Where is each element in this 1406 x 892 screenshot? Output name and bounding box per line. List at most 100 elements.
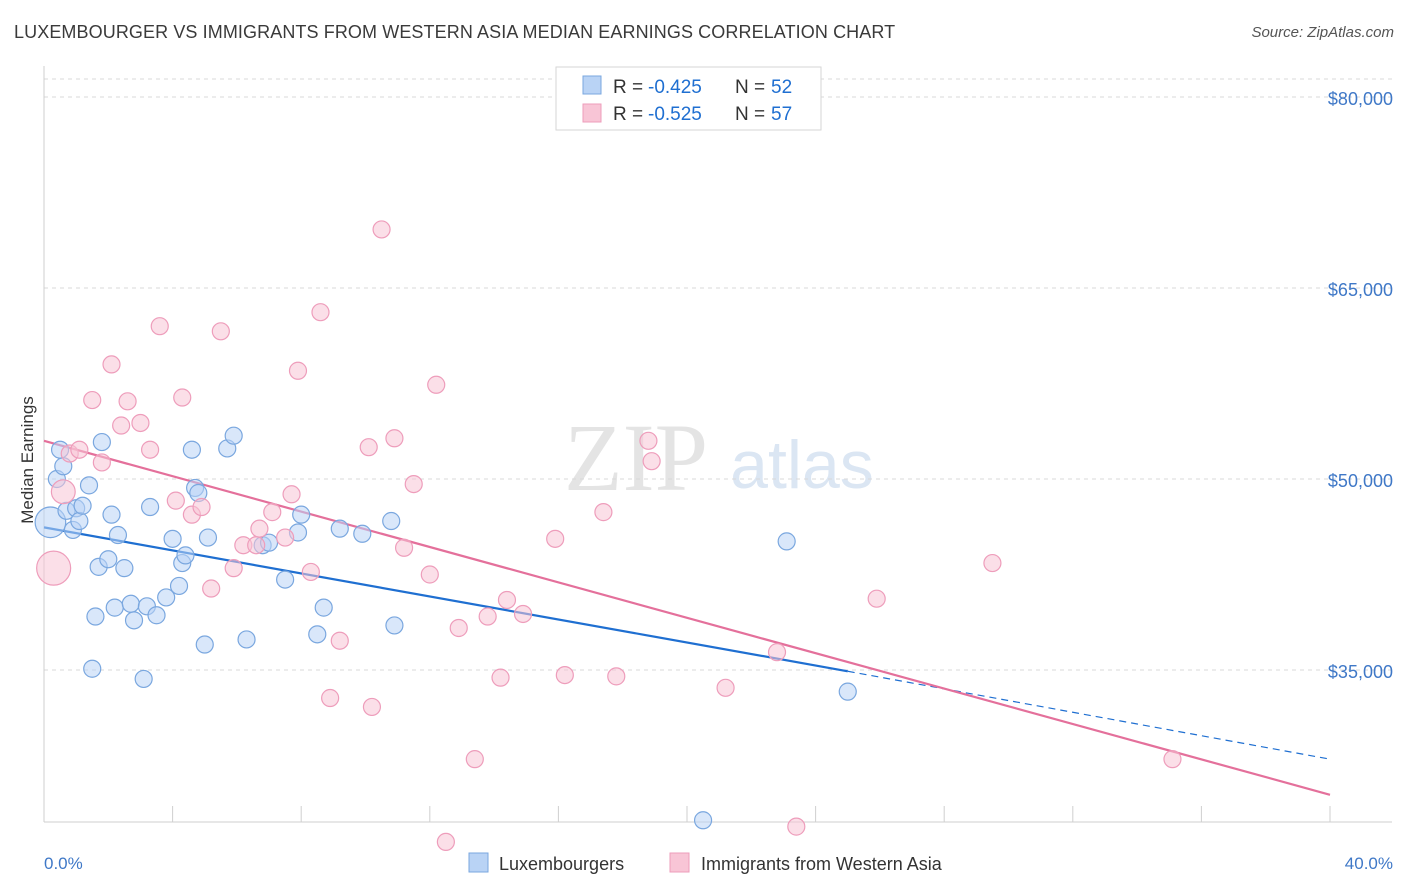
point-pink-28 — [321, 688, 340, 708]
point-pink-25 — [288, 361, 308, 380]
point-pink-45 — [546, 529, 565, 548]
point-blue-26 — [163, 529, 182, 548]
point-blue-30 — [182, 440, 201, 459]
y-tick-label-0: $35,000 — [1328, 662, 1393, 682]
point-blue-13 — [92, 432, 111, 452]
point-pink-56 — [1163, 750, 1182, 769]
point-blue-8 — [73, 496, 92, 515]
point-blue-47 — [382, 511, 401, 531]
point-pink-27 — [311, 303, 330, 322]
point-pink-18 — [224, 559, 243, 578]
point-blue-17 — [108, 525, 128, 545]
point-pink-39 — [449, 618, 468, 638]
x-tick-label-left: 0.0% — [44, 854, 83, 873]
point-pink-0 — [36, 550, 72, 586]
point-pink-31 — [362, 697, 382, 717]
point-blue-27 — [169, 576, 189, 596]
point-blue-0 — [34, 506, 67, 539]
point-pink-7 — [112, 416, 131, 435]
axes: $35,000 $50,000 $65,000 $80,000 — [43, 66, 1393, 823]
point-blue-37 — [237, 630, 256, 649]
point-blue-44 — [314, 598, 333, 617]
point-pink-34 — [394, 538, 414, 557]
point-blue-51 — [838, 682, 857, 701]
trend-line-blue-extension — [847, 670, 1331, 760]
point-pink-35 — [404, 474, 423, 494]
point-blue-11 — [86, 607, 105, 626]
point-pink-49 — [639, 431, 658, 450]
point-blue-36 — [224, 426, 243, 445]
legend-n-value-blue: 52 — [771, 77, 792, 98]
point-blue-25 — [157, 588, 176, 607]
point-pink-48 — [607, 667, 626, 686]
point-pink-32 — [372, 220, 391, 239]
point-pink-38 — [436, 832, 455, 852]
point-blue-46 — [353, 524, 372, 543]
point-blue-15 — [102, 505, 121, 524]
legend-r-label-blue: R = — [613, 77, 643, 98]
point-blue-10 — [83, 659, 102, 678]
point-blue-19 — [121, 594, 140, 613]
legend-swatch-pink — [582, 103, 602, 123]
series-legend-label-pink: Immigrants from Western Asia — [701, 854, 943, 874]
point-blue-48 — [385, 616, 404, 635]
point-blue-42 — [292, 505, 311, 524]
legend-r-value-pink: -0.525 — [648, 104, 702, 125]
point-pink-43 — [497, 590, 517, 610]
point-blue-34 — [198, 528, 218, 547]
point-pink-1 — [50, 479, 76, 505]
point-blue-18 — [115, 559, 134, 578]
point-pink-6 — [102, 355, 121, 374]
source-label: Source: ZipAtlas.com — [1251, 24, 1394, 41]
legend-r-label-pink: R = — [613, 104, 643, 125]
point-pink-13 — [173, 388, 192, 407]
point-blue-7 — [70, 511, 89, 531]
point-pink-17 — [211, 322, 230, 341]
y-tick-label-2: $65,000 — [1328, 280, 1393, 300]
point-blue-43 — [308, 625, 327, 644]
y-tick-label-3: $80,000 — [1328, 89, 1393, 109]
point-pink-46 — [555, 665, 574, 685]
point-blue-33 — [195, 635, 214, 654]
legend-n-label-pink: N = — [735, 104, 765, 125]
point-pink-44 — [513, 604, 533, 624]
legend-swatch-blue — [582, 75, 602, 95]
series-legend-swatch-blue — [468, 852, 489, 873]
series-legend-label-blue: Luxembourgers — [499, 854, 624, 874]
legend-r-value-blue: -0.425 — [648, 77, 702, 98]
point-blue-16 — [105, 598, 124, 617]
data-points — [34, 220, 1182, 852]
point-blue-20 — [124, 611, 144, 630]
point-pink-55 — [983, 553, 1002, 573]
point-pink-52 — [767, 643, 787, 662]
point-blue-45 — [330, 519, 349, 538]
point-blue-49 — [693, 811, 713, 830]
x-tick-label-right: 40.0% — [1345, 854, 1393, 873]
grid-lines — [44, 78, 1392, 671]
point-blue-50 — [777, 532, 796, 551]
point-blue-9 — [79, 476, 99, 495]
point-pink-50 — [642, 452, 661, 471]
point-pink-11 — [150, 317, 169, 336]
point-pink-42 — [491, 668, 510, 687]
point-pink-20 — [247, 536, 266, 555]
y-tick-label-1: $50,000 — [1328, 471, 1393, 491]
point-pink-36 — [420, 565, 439, 584]
y-axis-label: Median Earnings — [18, 396, 37, 524]
point-pink-21 — [250, 519, 269, 538]
point-pink-29 — [330, 631, 349, 650]
series-legend-swatch-pink — [669, 852, 690, 873]
chart-title: LUXEMBOURGER VS IMMIGRANTS FROM WESTERN … — [14, 22, 896, 42]
point-pink-26 — [301, 562, 320, 582]
point-pink-41 — [478, 607, 497, 626]
series-legend: Luxembourgers Immigrants from Western As… — [468, 852, 943, 874]
point-pink-54 — [867, 589, 886, 608]
point-blue-40 — [276, 570, 295, 589]
point-blue-14 — [99, 550, 118, 569]
point-pink-30 — [359, 438, 378, 457]
point-pink-33 — [385, 429, 404, 448]
point-blue-21 — [134, 669, 153, 689]
point-pink-23 — [276, 528, 295, 547]
watermark-zip: ZIP — [564, 404, 708, 511]
